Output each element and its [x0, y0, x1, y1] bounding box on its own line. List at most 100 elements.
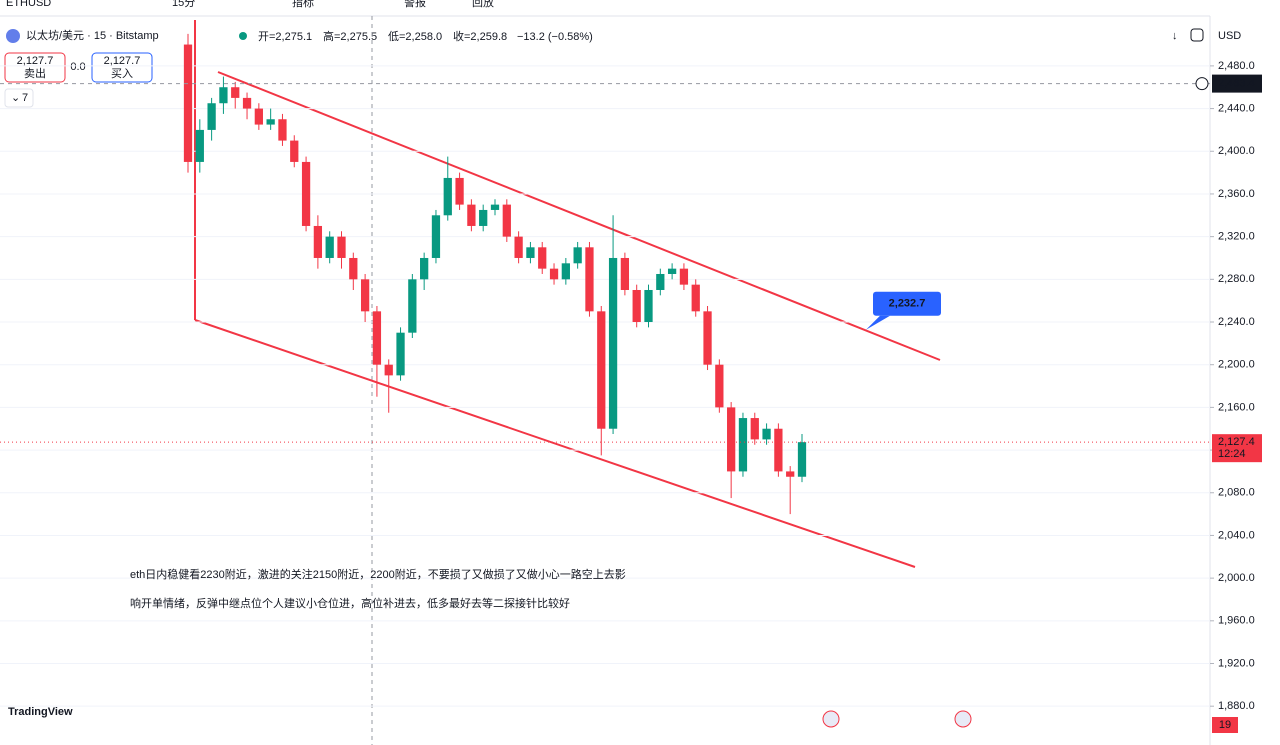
candle-body [372, 311, 382, 365]
candle-body [679, 268, 689, 285]
indicators-toggle[interactable] [4, 88, 34, 108]
candle-body [620, 257, 630, 290]
candle-body [420, 257, 429, 280]
candle-body [231, 87, 240, 98]
channel-upper [217, 71, 941, 361]
candle-body [290, 140, 299, 162]
y-tick-label: 2,280.0 [1218, 273, 1255, 285]
candle-body [573, 247, 582, 264]
chevron: ⌄ [11, 92, 20, 104]
candle-body [207, 103, 216, 130]
candle-body [727, 407, 736, 472]
currency[interactable]: USD [1218, 30, 1241, 42]
candle-body [526, 247, 535, 258]
sell-label: 卖出 [24, 66, 46, 80]
y-tick-label: 2,240.0 [1218, 316, 1255, 328]
candle-body [703, 311, 712, 365]
candle-body [360, 279, 370, 312]
sell-button[interactable] [4, 52, 66, 83]
candle-body [608, 257, 618, 429]
y-tick-label: 2,200.0 [1218, 359, 1255, 371]
candle-body [597, 311, 606, 429]
candle-body [715, 364, 724, 408]
candle-body [561, 263, 570, 280]
candle-body [313, 225, 323, 258]
candle-body [443, 177, 452, 216]
legend-low: 低=2,258.0 [388, 30, 442, 43]
event-flag[interactable] [954, 710, 972, 728]
y-tick-label: 1,920.0 [1218, 657, 1255, 669]
symbol[interactable]: ETHUSD [6, 0, 51, 9]
candle-body [750, 418, 759, 440]
candle-body [738, 418, 748, 472]
candle-body [762, 428, 771, 440]
candle-body [278, 119, 287, 141]
toolbar [0, 0, 1280, 12]
last-price-label: 2,127.4 [1218, 436, 1255, 448]
candle-body [242, 97, 252, 109]
logo: TradingView [8, 706, 73, 718]
candle-body [183, 44, 193, 162]
y-tick-label: 2,160.0 [1218, 401, 1255, 413]
candle-body [479, 209, 488, 226]
callout-pointer [866, 315, 890, 330]
badge-box [1212, 717, 1238, 733]
candle-body [301, 161, 311, 226]
indicators-count: 7 [22, 92, 28, 104]
candle-body [266, 119, 275, 125]
candle-body [408, 279, 417, 333]
y-tick-label: 2,080.0 [1218, 487, 1255, 499]
candle-body [384, 364, 393, 376]
candle-body [254, 108, 263, 125]
spread: 0.0 [70, 61, 85, 73]
crosshair-plus [1195, 77, 1209, 91]
event-flag[interactable] [822, 710, 840, 728]
candle-body [786, 471, 795, 477]
legend-title: 以太坊/美元 · 15 · Bitstamp [26, 28, 159, 42]
candle-body [774, 428, 783, 472]
candle-body [691, 284, 700, 312]
caption-line: 响开单情绪，反弹中继点位个人建议小仓位进，高位补进去，低多最好去等二探接针比较好 [130, 596, 570, 610]
candle-body [656, 273, 665, 290]
candle-body [585, 247, 594, 312]
y-tick-label: 2,000.0 [1218, 572, 1255, 584]
legend-close: 收=2,259.8 [453, 29, 507, 43]
alerts[interactable]: 警报 [404, 0, 426, 9]
channel-lower [194, 319, 916, 568]
candle-body [219, 87, 228, 104]
candle-body [337, 236, 346, 258]
y-tick-label: 2,400.0 [1218, 145, 1255, 157]
candle-body [325, 236, 334, 258]
candle-body [549, 268, 559, 280]
candle-body [349, 257, 358, 280]
candle-body [797, 442, 807, 477]
indicators[interactable]: 指标 [292, 0, 314, 9]
legend-open: 开=2,275.1 [258, 31, 312, 43]
y-tick-label: 2,320.0 [1218, 231, 1255, 243]
refresh-icon[interactable] [1190, 28, 1204, 42]
y-tick-label: 2,480.0 [1218, 60, 1255, 72]
sell-price: 2,127.7 [17, 55, 54, 67]
y-tick-label: 2,360.0 [1218, 188, 1255, 200]
download-icon[interactable]: ↓ [1172, 30, 1178, 42]
y-tick-label: 1,880.0 [1218, 700, 1255, 712]
legend-high: 高=2,275.5 [323, 29, 377, 43]
buy-label: 买入 [111, 67, 133, 80]
interval[interactable]: 15分 [172, 0, 195, 9]
status-dot [239, 32, 247, 40]
candle-body [538, 247, 547, 269]
candle-body [455, 177, 464, 205]
buy-button[interactable] [91, 52, 153, 83]
candle-body [490, 204, 500, 210]
legend-change: −13.2 (−0.58%) [517, 31, 593, 43]
candle-body [514, 236, 523, 258]
plot [0, 33, 1210, 707]
eth-icon [6, 29, 20, 43]
y-tick-label: 1,960.0 [1218, 615, 1255, 627]
callout-box [873, 291, 941, 316]
callout-label: 2,232.7 [889, 298, 926, 310]
replay[interactable]: 回放 [472, 0, 494, 9]
candle-body [431, 215, 441, 258]
